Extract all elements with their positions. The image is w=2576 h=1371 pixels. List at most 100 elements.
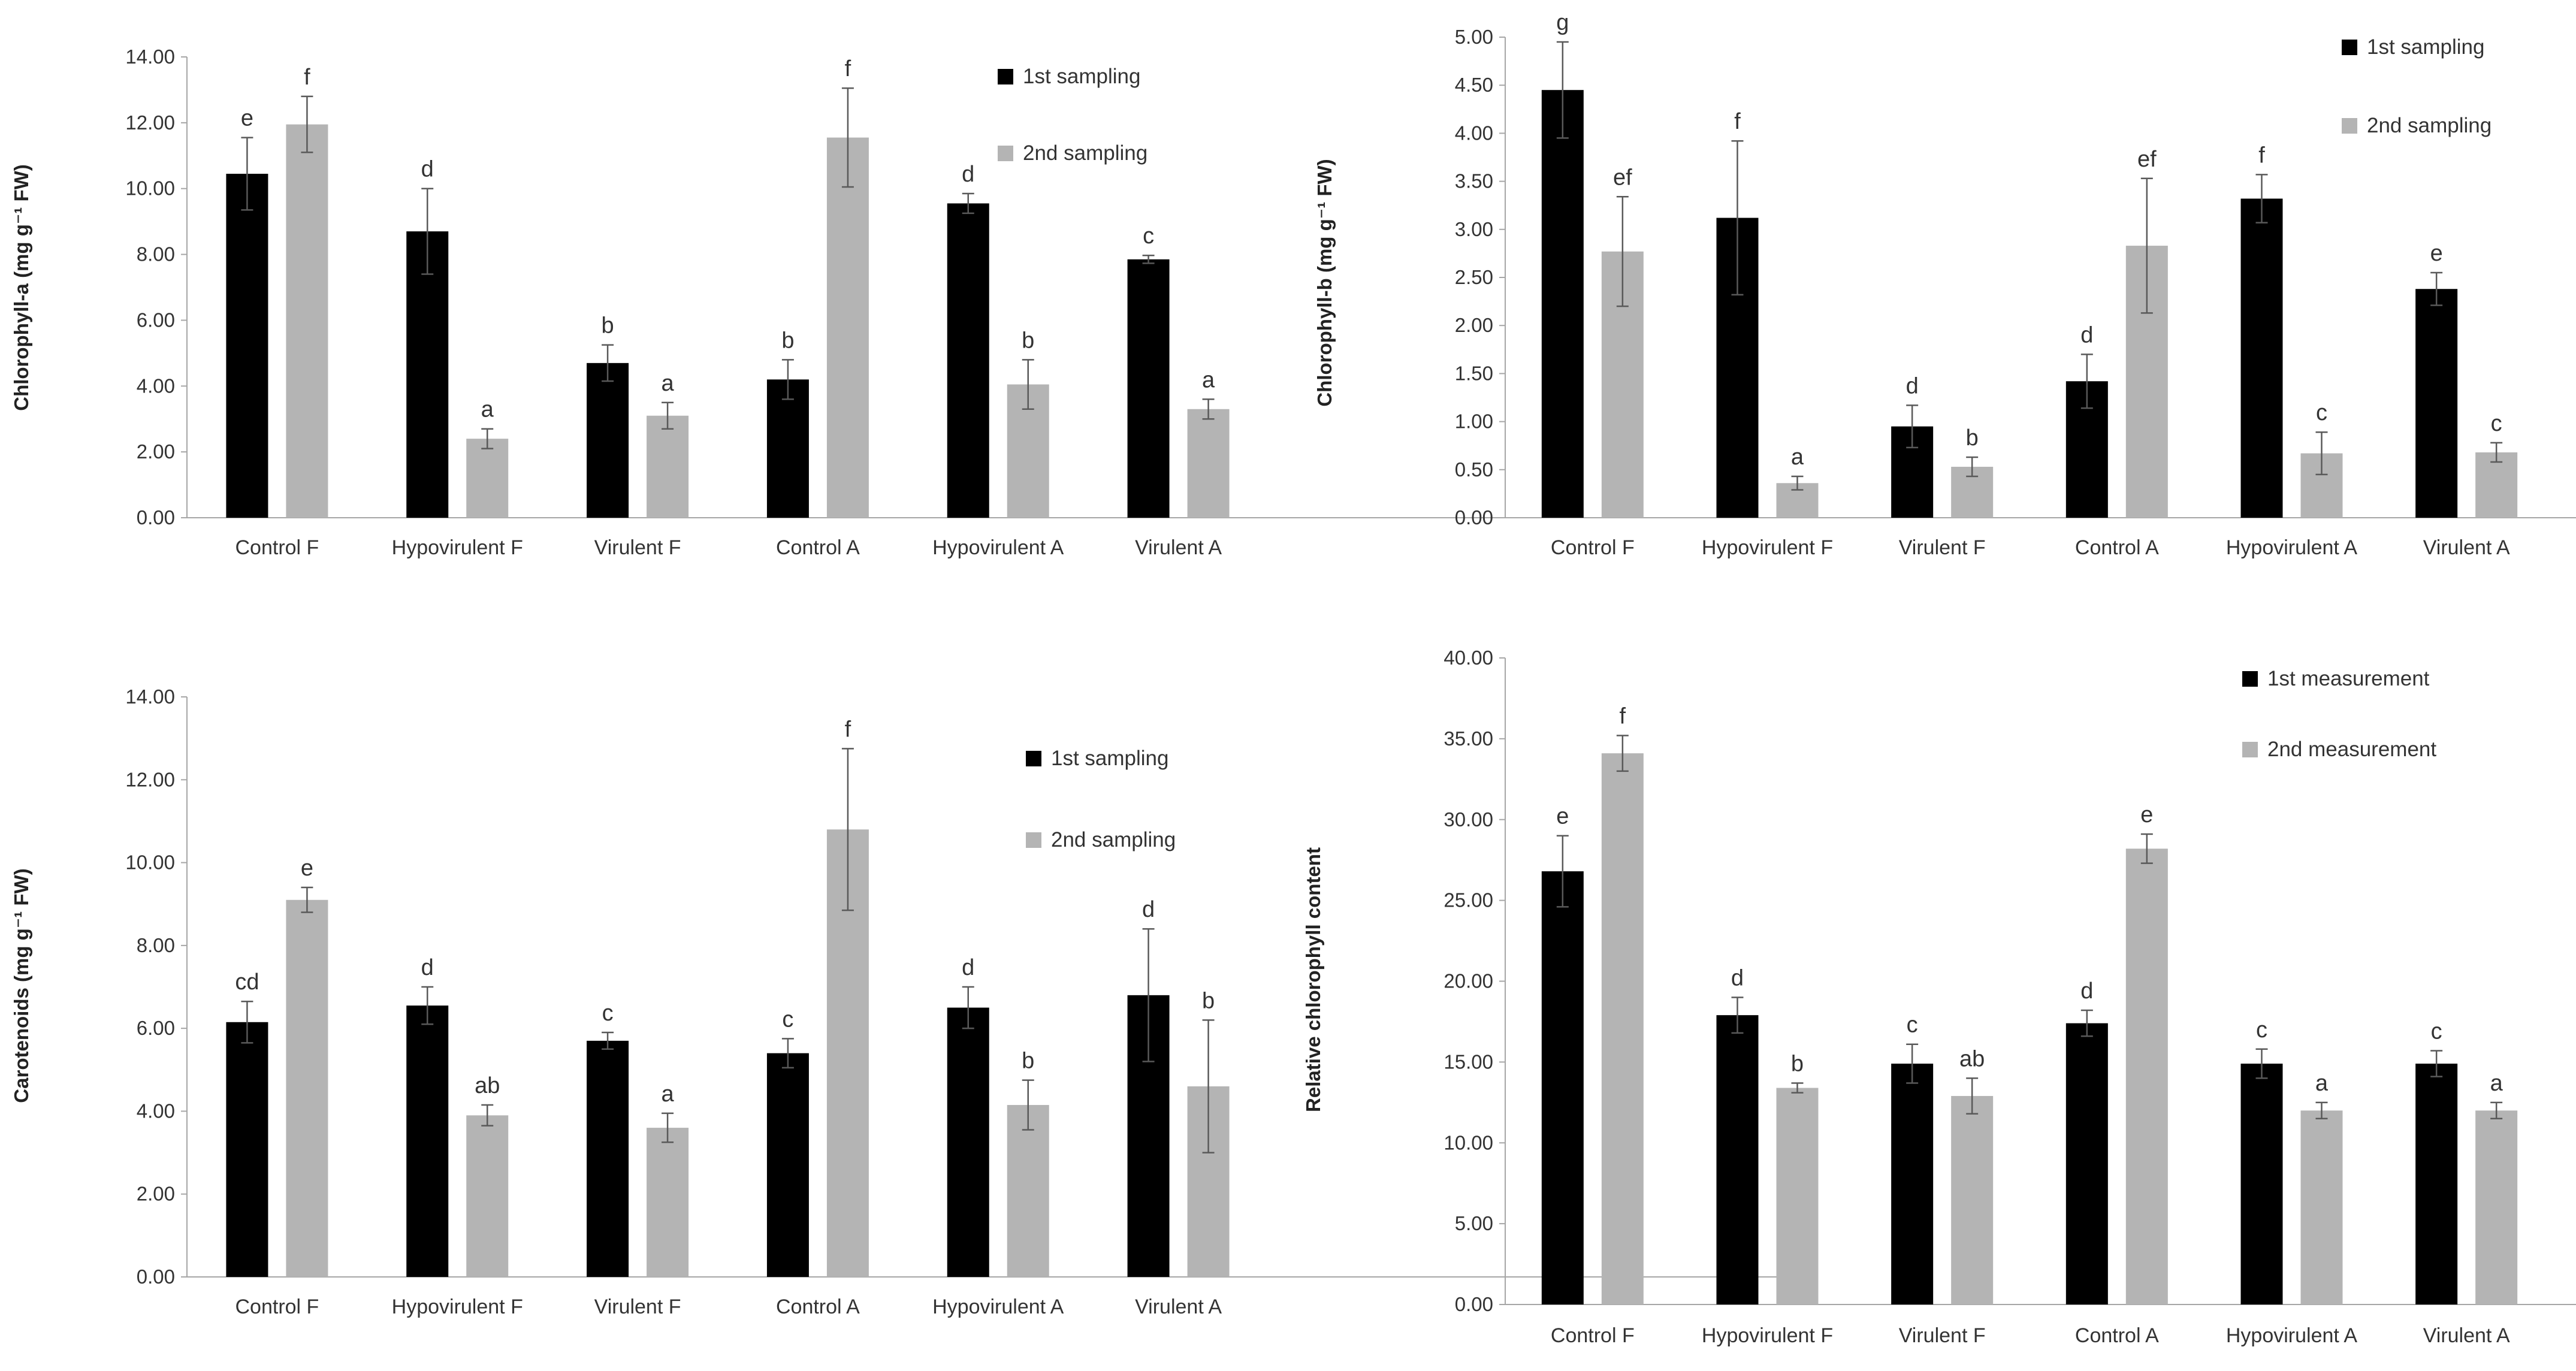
y-axis-label: Chlorophyll-a (mg g⁻¹ FW): [10, 164, 32, 411]
legend-swatch: [2242, 671, 2258, 687]
y-tick-label: 2.00: [137, 440, 175, 463]
significance-letter: a: [1202, 367, 1215, 392]
significance-letter: b: [1966, 425, 1979, 451]
y-tick-label: 5.00: [1455, 26, 1493, 48]
bar-first: [226, 173, 268, 518]
category-label: Virulent F: [594, 1295, 681, 1318]
category-label: Control F: [1551, 1324, 1635, 1347]
y-tick-label: 5.00: [1455, 1212, 1493, 1234]
legend-swatch: [2342, 40, 2357, 55]
y-tick-label: 3.50: [1455, 170, 1493, 192]
category-label: Hypovirulent A: [2226, 536, 2358, 559]
significance-letter: c: [1143, 224, 1154, 249]
bar-second: [1776, 1088, 1819, 1304]
significance-letter: f: [845, 56, 851, 81]
category-label: Virulent A: [2423, 1324, 2510, 1347]
significance-letter: d: [962, 955, 974, 980]
bar-first: [2415, 1064, 2458, 1304]
bar-first: [406, 231, 449, 518]
chart-panel-4: 0.00 5.00 10.00 15.00 20.00 25.00 30.00 35.00 40…: [1302, 647, 2576, 1347]
significance-letter: ef: [1613, 165, 1632, 190]
chart-panel-1: 0.00 2.00 4.00 6.00 8.00 10.00 12.00 14.00 Chlor…: [10, 46, 1801, 559]
significance-letter: b: [1022, 1049, 1034, 1074]
y-tick-label: 40.00: [1443, 647, 1493, 669]
category-label: Control A: [2075, 536, 2159, 559]
y-tick-label: 0.00: [137, 1266, 175, 1288]
y-tick-label: 8.00: [137, 243, 175, 265]
bar-second: [1951, 1096, 1994, 1304]
bar-second: [1601, 753, 1644, 1304]
category-label: Virulent A: [1135, 1295, 1222, 1318]
y-tick-label: 2.00: [1455, 314, 1493, 336]
bar-second: [286, 124, 328, 518]
bar-first: [1541, 90, 1584, 518]
y-tick-label: 14.00: [125, 686, 175, 708]
y-axis-label: Relative chlorophyll content: [1302, 847, 1324, 1112]
significance-letter: a: [662, 1082, 675, 1107]
category-label: Hypovirulent F: [392, 1295, 523, 1318]
significance-letter: c: [602, 1001, 614, 1026]
legend-label: 1st sampling: [1051, 747, 1168, 770]
significance-letter: d: [421, 157, 434, 182]
y-tick-label: 10.00: [125, 177, 175, 200]
y-tick-label: 20.00: [1443, 970, 1493, 992]
y-tick-label: 14.00: [125, 46, 175, 68]
bar-second: [2475, 1110, 2518, 1304]
significance-letter: b: [1791, 1051, 1804, 1076]
legend-swatch: [1026, 751, 1041, 766]
y-tick-label: 6.00: [137, 1017, 175, 1039]
category-label: Hypovirulent A: [2226, 1324, 2358, 1347]
y-tick-label: 4.00: [137, 1100, 175, 1122]
significance-letter: e: [2430, 241, 2443, 266]
y-tick-label: 2.50: [1455, 266, 1493, 288]
significance-letter: d: [1142, 897, 1155, 922]
bar-second: [2300, 1110, 2343, 1304]
bar-first: [2415, 289, 2458, 518]
significance-letter: b: [1022, 328, 1034, 353]
y-tick-label: 25.00: [1443, 889, 1493, 911]
bar-second: [466, 1115, 509, 1277]
bar-first: [2240, 1064, 2283, 1304]
significance-letter: e: [241, 106, 253, 131]
significance-letter: c: [1907, 1013, 1918, 1038]
significance-letter: d: [2080, 322, 2093, 348]
significance-letter: d: [962, 162, 974, 187]
y-tick-label: 4.50: [1455, 74, 1493, 96]
category-label: Hypovirulent A: [932, 536, 1064, 559]
significance-letter: e: [301, 856, 313, 881]
y-axis-label: Chlorophyll-b (mg g⁻¹ FW): [1313, 159, 1336, 406]
significance-letter: c: [782, 1007, 793, 1032]
significance-letter: f: [1734, 109, 1741, 134]
significance-letter: cd: [235, 970, 259, 995]
category-label: Control F: [235, 536, 319, 559]
significance-letter: c: [2491, 411, 2502, 436]
bar-first: [947, 1007, 989, 1277]
significance-letter: c: [2431, 1019, 2442, 1044]
chart-panel-2: 0.00 0.50 1.00 1.50 2.00 2.50 3.00 3.50 4.00 4.50…: [1313, 10, 2576, 559]
significance-letter: g: [1556, 10, 1569, 35]
bar-second: [2475, 452, 2518, 518]
bar-first: [766, 379, 809, 518]
bar-second: [647, 415, 689, 518]
legend-swatch: [2342, 118, 2357, 134]
bar-second: [647, 1128, 689, 1277]
legend-swatch: [2242, 742, 2258, 757]
category-label: Control A: [2075, 1324, 2159, 1347]
bar-first: [587, 1040, 629, 1277]
category-label: Virulent F: [1899, 1324, 1986, 1347]
category-label: Virulent A: [1135, 536, 1222, 559]
bar-first: [1127, 259, 1170, 518]
y-tick-label: 10.00: [125, 851, 175, 874]
chart-panel-3: 0.00 2.00 4.00 6.00 8.00 10.00 12.00 14.00 Carot…: [10, 686, 1801, 1318]
y-tick-label: 4.00: [137, 375, 175, 397]
y-tick-label: 10.00: [1443, 1131, 1493, 1153]
legend-swatch: [998, 146, 1013, 161]
significance-letter: f: [845, 717, 851, 742]
bar-first: [1891, 1064, 1934, 1304]
category-label: Control A: [776, 536, 860, 559]
significance-letter: ab: [1959, 1046, 1985, 1071]
bar-first: [587, 363, 629, 518]
y-tick-label: 15.00: [1443, 1050, 1493, 1073]
legend-label: 1st sampling: [1023, 65, 1140, 88]
y-tick-label: 0.50: [1455, 458, 1493, 481]
